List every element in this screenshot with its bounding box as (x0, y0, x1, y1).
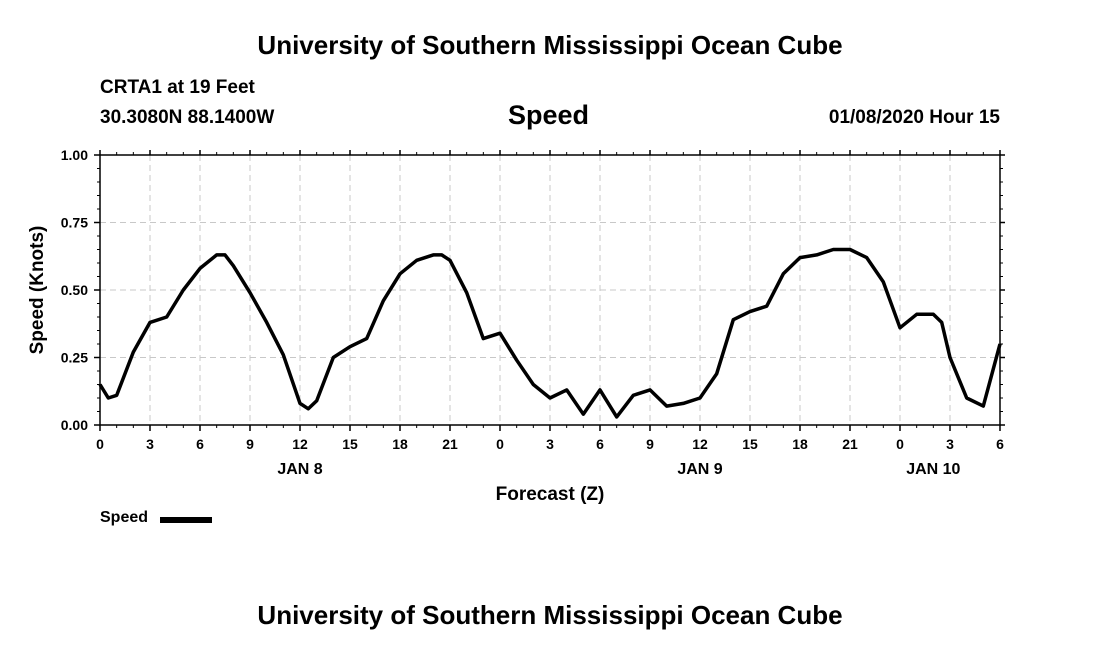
y-tick-label: 1.00 (61, 147, 88, 163)
x-date-label: JAN 8 (277, 461, 322, 478)
speed-series-line (98, 247, 1002, 419)
x-axis-label: Forecast (Z) (496, 484, 605, 505)
legend-label: Speed (100, 509, 149, 526)
x-tick-label: 3 (546, 436, 554, 452)
x-tick-label: 15 (742, 436, 758, 452)
x-tick-label: 18 (792, 436, 808, 452)
footer-title: University of Southern Mississippi Ocean… (257, 600, 843, 630)
legend-swatch-speed (160, 517, 212, 523)
x-tick-label: 3 (146, 436, 154, 452)
x-date-label: JAN 10 (906, 461, 960, 478)
x-date-label: JAN 9 (677, 461, 722, 478)
x-tick-label: 3 (946, 436, 954, 452)
y-tick-label: 0.25 (61, 350, 88, 366)
x-tick-label: 12 (292, 436, 308, 452)
page-title: University of Southern Mississippi Ocean… (257, 30, 843, 60)
x-tick-label: 0 (896, 436, 904, 452)
x-tick-label: 9 (246, 436, 254, 452)
x-tick-label: 9 (646, 436, 654, 452)
y-tick-label: 0.00 (61, 417, 88, 433)
x-tick-label: 0 (96, 436, 104, 452)
axis-tick-labels: 0 3 6 9 12 15 18 21 0 3 6 9 12 15 18 21 0 3 6 JAN 8 JAN 9 JAN… (61, 147, 1004, 478)
x-tick-label: 21 (842, 436, 858, 452)
x-tick-label: 21 (442, 436, 458, 452)
y-axis-label: Speed (Knots) (27, 226, 48, 355)
x-tick-label: 6 (196, 436, 204, 452)
legend: Speed (100, 509, 148, 527)
x-tick-label: 18 (392, 436, 408, 452)
x-tick-label: 12 (692, 436, 708, 452)
x-tick-label: 6 (996, 436, 1004, 452)
y-tick-label: 0.75 (61, 215, 88, 231)
x-tick-label: 15 (342, 436, 358, 452)
x-tick-label: 0 (496, 436, 504, 452)
chart-title: Speed (508, 100, 590, 130)
y-tick-label: 0.50 (61, 282, 88, 298)
station-location: 30.3080N 88.1400W (100, 107, 275, 128)
axis-ticks (94, 150, 1005, 431)
chart-grid (100, 155, 1000, 425)
x-tick-label: 6 (596, 436, 604, 452)
forecast-datetime: 01/08/2020 Hour 15 (828, 107, 1000, 128)
station-name: CRTA1 at 19 Feet (100, 77, 255, 98)
